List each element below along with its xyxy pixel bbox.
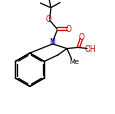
Text: O: O [65, 25, 71, 34]
Text: OH: OH [84, 44, 95, 53]
Text: Me: Me [69, 58, 79, 64]
Text: O: O [78, 33, 84, 42]
Text: O: O [45, 15, 51, 24]
Text: N: N [49, 38, 55, 47]
